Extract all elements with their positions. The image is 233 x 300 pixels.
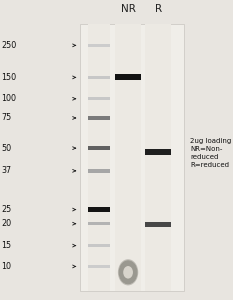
Text: 25: 25 [1,205,11,214]
Bar [145,222,171,227]
Bar [88,169,110,173]
Bar [88,265,110,268]
Circle shape [118,259,138,285]
Bar [115,24,141,291]
Bar [88,146,110,150]
Text: NR: NR [121,4,136,14]
Bar [88,24,110,291]
Bar [88,116,110,120]
Bar [88,207,110,212]
Bar [88,244,110,247]
Text: 50: 50 [1,144,11,153]
Bar [145,24,171,291]
Text: 37: 37 [1,166,11,175]
Text: 75: 75 [1,113,11,122]
Bar [88,44,110,47]
Text: 10: 10 [1,262,11,271]
Bar [145,149,171,155]
Bar [115,74,141,80]
Text: 150: 150 [1,73,16,82]
Circle shape [119,261,137,284]
Bar [80,24,184,291]
Text: 2ug loading
NR=Non-
reduced
R=reduced: 2ug loading NR=Non- reduced R=reduced [190,139,231,169]
Bar [88,222,110,225]
Text: 250: 250 [1,41,16,50]
Text: 15: 15 [1,241,11,250]
Bar [88,97,110,100]
Text: 100: 100 [1,94,16,103]
Text: 20: 20 [1,219,11,228]
Bar [88,76,110,79]
Circle shape [123,266,133,279]
Text: R: R [154,4,162,14]
